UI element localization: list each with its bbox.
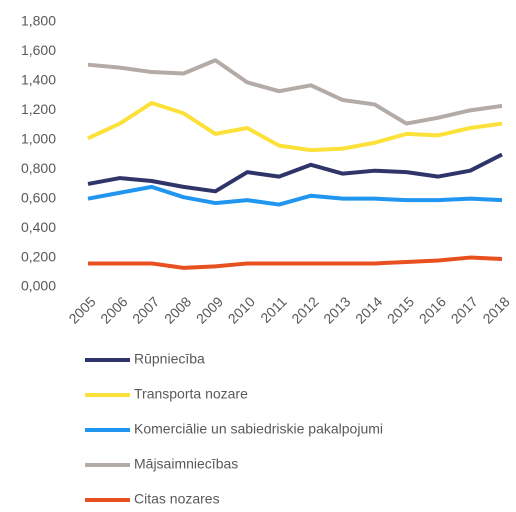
legend-label: Komerciālie un sabiedriskie pakalpojumi — [134, 421, 383, 437]
series-line — [87, 58, 503, 126]
y-tick-label: 1,600 — [21, 42, 56, 58]
legend-label: Transporta nozare — [134, 386, 248, 402]
legend-label: Rūpniecība — [134, 351, 205, 367]
legend-label: Mājsaimniecības — [134, 456, 238, 472]
y-tick-label: 0,000 — [21, 278, 56, 294]
x-tick-label: 2018 — [479, 293, 512, 326]
y-tick-label: 1,800 — [21, 13, 56, 29]
y-tick-label: 0,200 — [21, 248, 56, 264]
x-tick-label: 2007 — [129, 293, 162, 326]
x-tick-label: 2008 — [161, 293, 194, 326]
x-tick-label: 2012 — [288, 293, 321, 326]
x-tick-label: 2013 — [320, 293, 353, 326]
y-tick-label: 1,000 — [21, 130, 56, 146]
series-line — [87, 184, 503, 207]
x-tick-label: 2016 — [416, 293, 449, 326]
x-tick-label: 2005 — [65, 293, 98, 326]
x-tick-label: 2014 — [352, 293, 385, 326]
x-tick-label: 2006 — [97, 293, 130, 326]
x-tick-label: 2017 — [448, 293, 481, 326]
y-tick-label: 1,200 — [21, 101, 56, 117]
y-tick-label: 1,400 — [21, 72, 56, 88]
legend-label: Citas nozares — [134, 491, 220, 507]
x-tick-label: 2010 — [225, 293, 258, 326]
series-line — [88, 255, 503, 270]
y-tick-label: 0,800 — [21, 160, 56, 176]
series-line — [87, 152, 503, 194]
y-tick-label: 0,400 — [21, 219, 56, 235]
x-tick-label: 2011 — [257, 293, 290, 326]
x-tick-label: 2015 — [384, 293, 417, 326]
series-line — [87, 100, 503, 153]
y-tick-label: 0,600 — [21, 189, 56, 205]
x-tick-label: 2009 — [193, 293, 226, 326]
